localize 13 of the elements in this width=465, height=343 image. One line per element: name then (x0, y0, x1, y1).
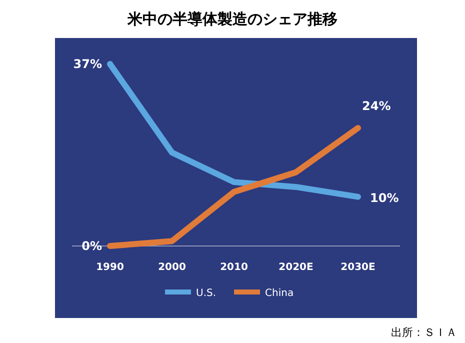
annotation: 出所：ＳＩＡ (391, 326, 457, 339)
legend-label: U.S. (196, 288, 216, 299)
x-tick: 2010 (220, 262, 248, 273)
x-tick: 2030E (340, 262, 376, 273)
title: 米中の半導体製造のシェア推移 (128, 10, 338, 28)
legend-label: China (265, 288, 294, 299)
data-label: 0% (82, 239, 102, 253)
data-label: 10% (370, 190, 399, 205)
data-label: 24% (362, 98, 391, 113)
data-label: 37% (73, 57, 102, 71)
x-tick: 1990 (96, 262, 124, 273)
x-tick: 2020E (278, 262, 314, 273)
x-tick: 2000 (158, 262, 186, 273)
